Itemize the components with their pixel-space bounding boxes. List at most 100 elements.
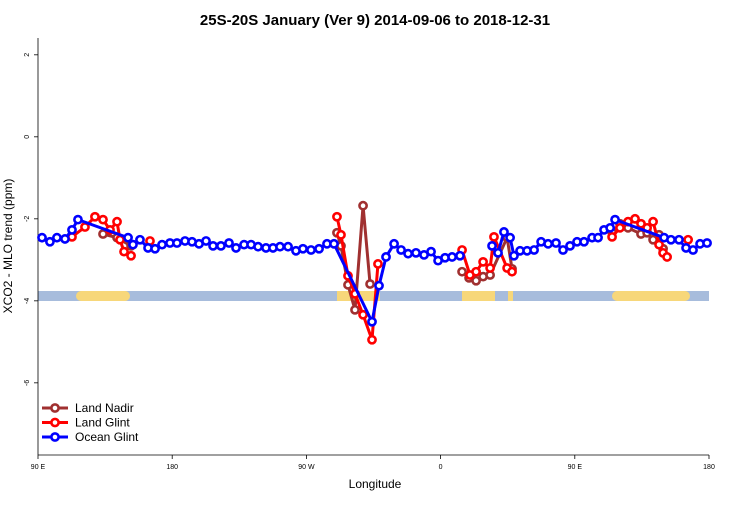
data-point [298,243,308,254]
data-point [615,222,625,233]
land-mask [38,291,709,301]
data-point [253,241,263,252]
data-point [275,241,285,252]
legend-label: Ocean Glint [75,430,139,444]
data-point [507,266,517,277]
data-point [172,238,182,248]
data-point [688,245,698,255]
data-point [662,252,672,262]
data-point [426,246,436,257]
x-tick-label: 90 E [568,464,583,471]
data-point [358,200,368,211]
data-point [389,238,399,249]
data-point [123,232,133,243]
data-point [332,211,342,222]
data-point [216,240,226,251]
x-axis-label: Longitude [349,477,402,491]
data-point [157,239,167,250]
data-point [487,240,497,251]
x-tick-label: 90 E [31,464,46,471]
data-point [509,250,519,261]
data-point [702,238,712,248]
data-point [350,304,360,315]
y-tick-label: -6 [24,380,31,386]
data-point [314,243,324,254]
data-point [365,279,375,289]
data-point [381,252,391,262]
data-point [630,213,640,224]
data-point [529,245,539,255]
data-point [126,250,136,261]
data-point [457,266,467,277]
data-point [499,227,509,237]
data-point [67,224,77,235]
data-point [593,232,603,243]
data-point [119,246,129,257]
data-point [231,243,241,253]
data-point [52,232,62,243]
data-point [367,334,377,345]
legend-marker [50,432,60,442]
data-point [73,214,83,225]
data-point [654,239,664,250]
chart-title: 25S-20S January (Ver 9) 2014-09-06 to 20… [200,12,550,29]
data-point [493,247,503,258]
data-point [505,232,515,243]
legend-marker [50,417,60,428]
data-point [447,252,457,262]
y-tick-label: -4 [24,298,31,304]
data-point [471,275,481,286]
x-tick-label: 0 [439,464,443,471]
data-point [201,236,211,246]
data-point [336,229,346,240]
data-point [543,238,554,249]
land-band [508,291,513,301]
data-point [558,245,568,255]
data-point [98,214,108,225]
y-tick-label: 0 [24,135,31,139]
land-band [612,291,690,301]
data-point [90,211,100,222]
data-point [610,214,620,225]
data-point [607,231,617,242]
y-tick-label: -2 [24,216,31,222]
data-point [485,263,496,273]
data-point [565,240,575,251]
data-point [579,236,589,247]
data-point [403,248,413,259]
data-point [411,247,421,258]
data-point [98,229,108,239]
data-point [37,232,47,243]
data-point [358,309,368,320]
data-point [396,245,406,255]
x-tick-label: 180 [166,464,178,471]
data-point [60,234,70,244]
y-tick-label: 2 [24,53,31,57]
data-point [283,241,293,252]
data-point [306,245,316,255]
data-point [208,240,218,251]
data-point [45,236,55,247]
land-band [76,291,130,301]
legend-marker [50,403,60,413]
data-point [683,234,694,245]
data-point [489,231,499,242]
data-point [135,234,145,245]
data-point [128,239,138,250]
data-point [605,222,616,233]
series-line [41,218,708,324]
legend-label: Land Nadir [75,401,134,415]
data-point [374,280,384,291]
x-tick-label: 180 [703,464,715,471]
data-point [455,250,465,261]
series [37,214,712,327]
data-point [367,316,377,327]
y-axis-label: XCO2 - MLO trend (ppm) [1,179,15,314]
data-point [329,238,339,249]
data-point [112,216,122,227]
legend-label: Land Glint [75,416,130,430]
data-point [373,259,383,269]
data-point [674,234,684,245]
data-point [666,234,676,245]
